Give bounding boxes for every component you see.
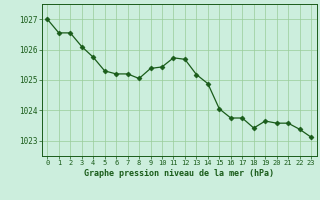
X-axis label: Graphe pression niveau de la mer (hPa): Graphe pression niveau de la mer (hPa) xyxy=(84,169,274,178)
